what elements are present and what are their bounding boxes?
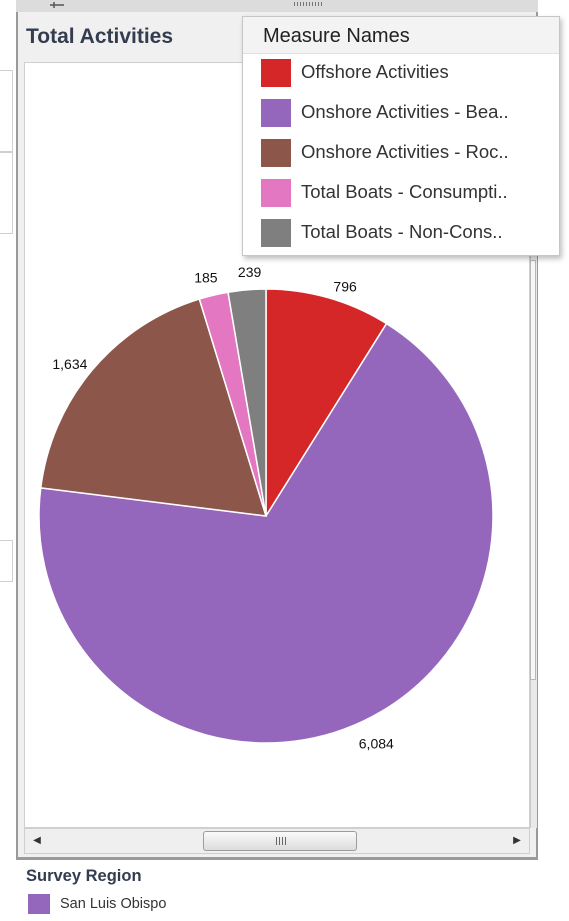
legend-title: Measure Names <box>243 17 559 54</box>
pie-slice[interactable] <box>265 288 388 519</box>
pin-icon[interactable] <box>50 2 64 8</box>
legend-swatch <box>261 139 291 167</box>
vertical-scrollbar-thumb[interactable] <box>530 260 536 680</box>
pie-slice[interactable] <box>227 288 267 517</box>
grip-icon[interactable] <box>294 2 324 6</box>
arrow-left-icon[interactable]: ◀ <box>33 835 41 846</box>
legend-item-label: Onshore Activities - Bea.. <box>301 101 509 122</box>
pie-data-label: 796 <box>333 278 357 294</box>
scrollbar-grip-icon <box>276 837 286 845</box>
legend-item-label: Total Boats - Non-Cons.. <box>301 221 503 242</box>
pie-data-label: 1,634 <box>52 356 87 372</box>
measure-names-legend[interactable]: Measure Names Offshore Activities Onshor… <box>242 16 560 256</box>
legend-swatch <box>261 179 291 207</box>
horizontal-scrollbar-thumb[interactable] <box>203 831 357 851</box>
region-legend-title: Survey Region <box>26 867 142 885</box>
pie-data-label: 185 <box>194 270 218 286</box>
horizontal-scrollbar[interactable]: ◀ ▶ <box>24 828 530 854</box>
pie-data-label: 239 <box>238 264 262 280</box>
adjacent-pane-edge <box>0 70 13 152</box>
arrow-right-icon[interactable]: ▶ <box>513 835 521 846</box>
region-legend-swatch[interactable] <box>28 894 50 914</box>
legend-item-label: Offshore Activities <box>301 61 449 82</box>
adjacent-pane-edge <box>0 540 13 582</box>
pie-data-label: 6,084 <box>359 736 394 752</box>
pie-slice[interactable] <box>39 298 268 517</box>
legend-item-label: Total Boats - Consumpti.. <box>301 181 508 202</box>
legend-swatch <box>261 99 291 127</box>
legend-item-label: Onshore Activities - Roc.. <box>301 141 509 162</box>
legend-swatch <box>261 59 291 87</box>
region-legend-label[interactable]: San Luis Obispo <box>60 896 167 912</box>
pie-slice[interactable] <box>38 322 494 744</box>
legend-swatch <box>261 219 291 247</box>
adjacent-pane-edge <box>0 152 13 234</box>
worksheet-title: Total Activities <box>26 25 174 48</box>
